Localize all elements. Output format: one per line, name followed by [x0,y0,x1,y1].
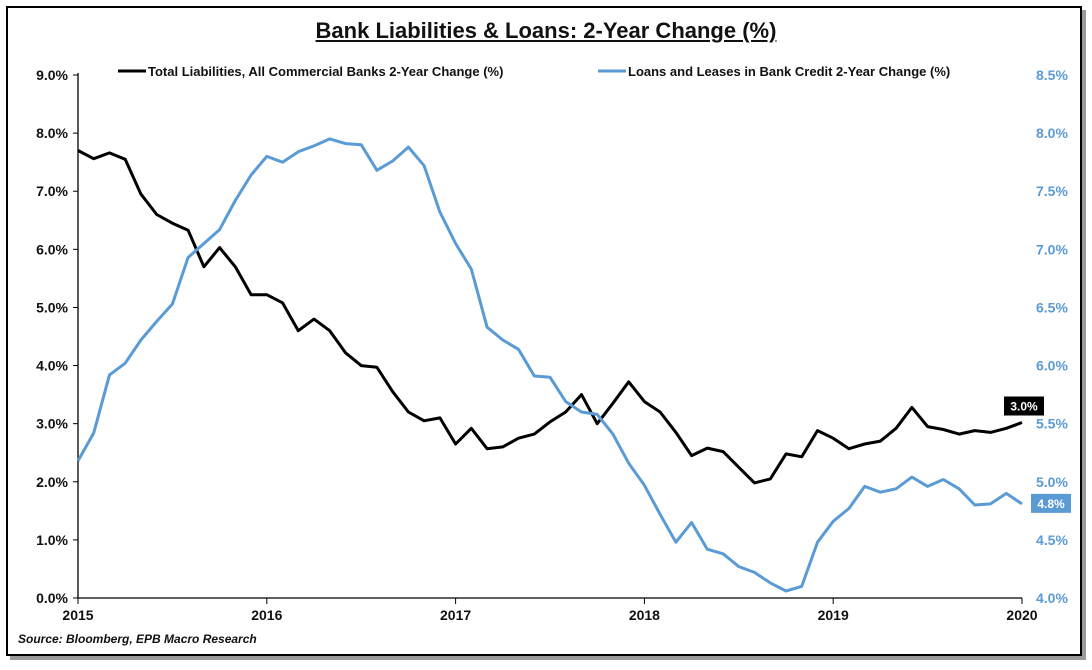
y-right-tick-label: 6.0% [1036,358,1068,374]
end-label-value: 4.8% [1037,497,1065,511]
y-left-tick-label: 9.0% [36,67,68,83]
y-left-tick-label: 7.0% [36,183,68,199]
y-left-tick-label: 2.0% [36,474,68,490]
source-note: Source: Bloomberg, EPB Macro Research [18,632,257,646]
series-line-total-liabilities [77,149,1023,485]
legend-entry: Total Liabilities, All Commercial Banks … [148,64,503,79]
y-right-tick-label: 7.5% [1036,183,1068,199]
legend-entry: Loans and Leases in Bank Credit 2-Year C… [628,64,950,79]
x-tick-label: 2017 [440,607,471,623]
x-tick-label: 2018 [629,607,660,623]
series-group [76,137,1023,593]
y-right-tick-label: 7.0% [1036,241,1068,257]
y-left-tick-label: 4.0% [36,358,68,374]
y-right-tick-label: 4.5% [1036,532,1068,548]
y-left-tick-label: 6.0% [36,241,68,257]
end-label-value: 3.0% [1010,400,1038,414]
y-right-tick-label: 8.0% [1036,125,1068,141]
y-left-tick-label: 0.0% [36,590,68,606]
y-left-tick-label: 5.0% [36,299,68,315]
series-line-loans-and-leases [76,137,1023,593]
x-tick-label: 2016 [251,607,282,623]
x-tick-label: 2020 [1006,607,1037,623]
y-right-tick-label: 8.5% [1036,67,1068,83]
end-label-box [1004,396,1044,416]
chart-frame [6,6,1082,656]
chart-title: Bank Liabilities & Loans: 2-Year Change … [315,18,777,43]
end-label-box [1031,493,1071,513]
y-left-tick-label: 1.0% [36,532,68,548]
axes-group: 0.0% 1.0% 2.0% 3.0% 4.0% 5.0% 6.0% 7.0% 8.0% 9.0%… [36,67,1068,623]
x-tick-label: 2019 [818,607,849,623]
y-left-tick-label: 3.0% [36,416,68,432]
y-right-tick-label: 6.5% [1036,299,1068,315]
y-left-tick-label: 8.0% [36,125,68,141]
end-labels: 3.0% 4.8% [1004,396,1071,513]
x-tick-label: 2015 [62,607,93,623]
y-right-tick-label: 4.0% [1036,590,1068,606]
y-right-tick-label: 5.0% [1036,474,1068,490]
legend: Total Liabilities, All Commercial Banks … [118,64,950,79]
y-right-tick-label: 5.5% [1036,416,1068,432]
